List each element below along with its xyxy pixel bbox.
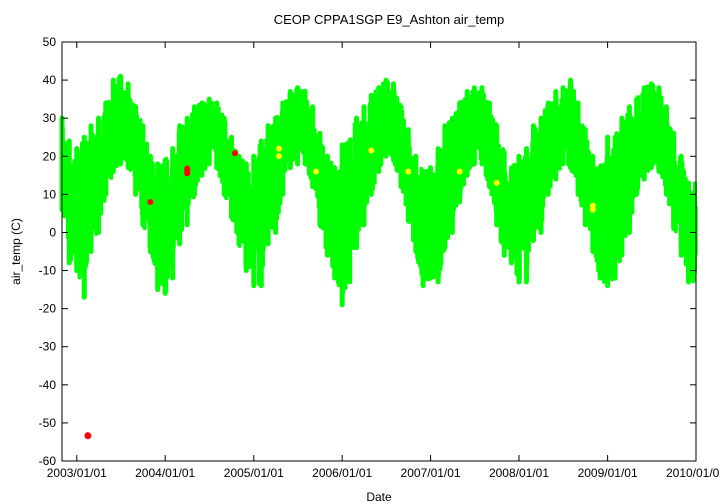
x-tick-label: 2008/01/01 (489, 466, 549, 480)
x-axis: 2003/01/01 2004/01/01 2005/01/01 2006/01/01… (47, 42, 720, 480)
chart-title: CEOP CPPA1SGP E9_Ashton air_temp (274, 12, 505, 27)
data-point (184, 170, 191, 177)
data-point (147, 198, 154, 205)
y-tick-label: -60 (39, 454, 57, 468)
y-tick-label: 30 (43, 111, 57, 125)
data-point (456, 168, 463, 175)
plot-frame (61, 41, 697, 462)
y-tick-label: 0 (49, 225, 56, 239)
y-axis: 50 40 30 20 10 0 -10 -20 -30 -40 -50 -60 (39, 35, 696, 468)
data-point (313, 168, 320, 175)
plot-data (59, 73, 698, 440)
y-tick-label: -10 (39, 264, 57, 278)
data-point (85, 432, 92, 439)
x-axis-title: Date (366, 490, 392, 504)
x-tick-label: 2003/01/01 (47, 466, 107, 480)
y-tick-label: -20 (39, 302, 57, 316)
y-tick-label: 50 (43, 35, 57, 49)
data-point (368, 147, 375, 154)
x-tick-label: 2007/01/01 (401, 466, 461, 480)
data-point (405, 168, 412, 175)
y-tick-label: 10 (43, 187, 57, 201)
y-axis-title: air_temp (C) (9, 218, 23, 285)
y-tick-label: 20 (43, 149, 57, 163)
data-point (275, 145, 282, 152)
data-point (275, 153, 282, 160)
x-tick-label: 2004/01/01 (135, 466, 195, 480)
x-tick-label: 2009/01/01 (578, 466, 638, 480)
y-tick-label: 40 (43, 73, 57, 87)
x-tick-label: 2010/01/01 (666, 466, 720, 480)
x-tick-label: 2005/01/01 (224, 466, 284, 480)
data-point (493, 179, 500, 186)
y-tick-label: -50 (39, 416, 57, 430)
y-tick-label: -40 (39, 378, 57, 392)
y-tick-label: -30 (39, 340, 57, 354)
data-point (589, 206, 596, 213)
data-point (231, 150, 238, 157)
x-tick-label: 2006/01/01 (312, 466, 372, 480)
